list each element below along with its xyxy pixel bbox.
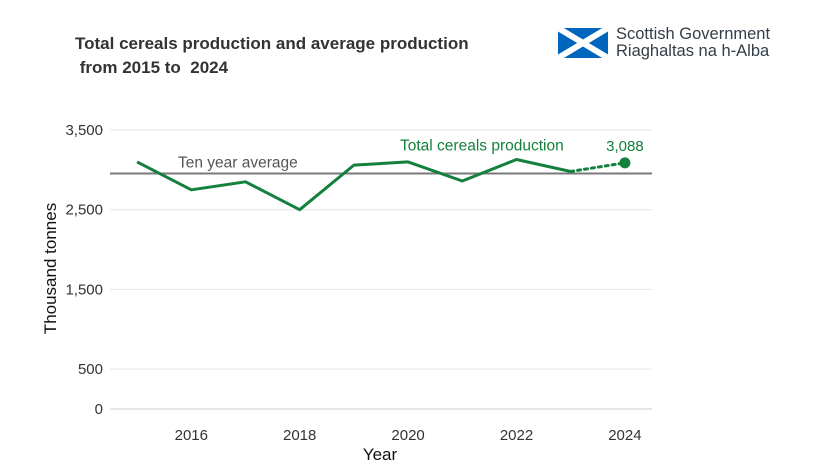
grid-lines [110, 129, 652, 410]
scottish-government-logo: Scottish Government Riaghaltas na h-Alba [558, 26, 818, 62]
x-tick-label-2: 2020 [391, 427, 424, 444]
y-tick-label-0: 0 [95, 401, 103, 418]
y-tick-label-2: 1,500 [65, 281, 103, 298]
data-label-2024: 3,088 [606, 138, 644, 155]
y-axis-title: Thousand tonnes [41, 203, 60, 334]
logo-line-2: Riaghaltas na h-Alba [616, 42, 770, 60]
x-axis-title: Year [363, 445, 398, 464]
logo-text: Scottish Government Riaghaltas na h-Alba [616, 26, 770, 60]
series-label: Total cereals production [400, 138, 564, 155]
chart-title: Total cereals production and average pro… [75, 34, 469, 77]
data-point-2024 [619, 157, 631, 169]
y-axis-tick-labels: 0 500 1,500 2,500 3,500 [65, 122, 103, 418]
y-tick-label-1: 500 [78, 361, 103, 378]
ten-year-average-label: Ten year average [178, 154, 298, 171]
y-tick-label-3: 2,500 [65, 202, 103, 219]
x-axis-tick-labels: 2016 2018 2020 2022 2024 [175, 427, 642, 444]
saltire-flag-icon [558, 28, 608, 58]
x-tick-label-0: 2016 [175, 427, 208, 444]
total-cereals-production-provisional-line [569, 161, 627, 173]
total-cereals-production-line [136, 158, 572, 212]
x-tick-label-4: 2024 [608, 427, 641, 444]
x-tick-label-3: 2022 [500, 427, 533, 444]
y-tick-label-4: 3,500 [65, 122, 103, 139]
x-tick-label-1: 2018 [283, 427, 316, 444]
logo-line-1: Scottish Government [616, 25, 771, 43]
